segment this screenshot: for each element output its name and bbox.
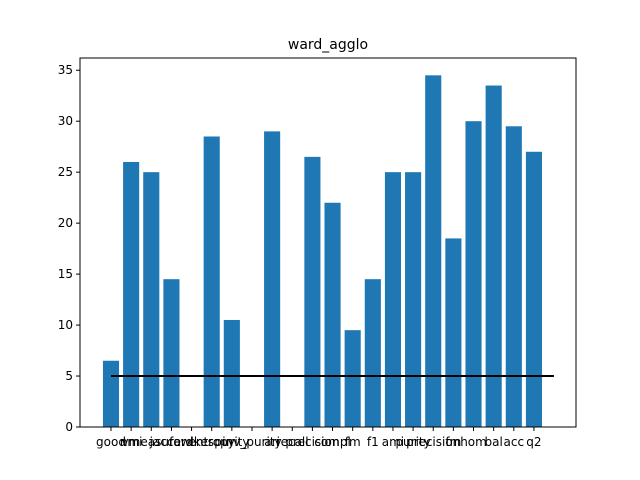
x-tick-label-17: fm — [445, 435, 461, 449]
x-tick-label-4: fowlkes — [169, 435, 214, 449]
y-tick-label-7: 35 — [58, 63, 73, 77]
bar-19 — [485, 85, 502, 428]
bar-14 — [384, 172, 402, 427]
x-tick-label-11: compl — [314, 435, 351, 449]
y-tick-label-5: 25 — [58, 165, 73, 179]
axes-group — [79, 57, 577, 428]
x-tick-label-16: precision — [406, 435, 460, 449]
x-tick-label-8: ari — [264, 435, 280, 449]
bar-3 — [163, 279, 180, 427]
x-tick-label-2: vmeasure — [122, 435, 181, 449]
x-tick-label-20: acc — [504, 435, 525, 449]
bar-15 — [405, 172, 422, 427]
bar-21 — [525, 151, 542, 428]
x-tick-label-18: hom — [460, 435, 487, 449]
bar-11 — [324, 202, 341, 427]
y-tick-label-1: 5 — [65, 369, 73, 383]
plot-frame — [79, 57, 577, 428]
x-tick-label-6: purity — [214, 435, 249, 449]
bar-20 — [505, 126, 522, 427]
x-tick-label-3: jaccard — [149, 435, 194, 449]
y-tick-label-3: 15 — [58, 267, 73, 281]
x-tick-label-13: f1 — [367, 435, 379, 449]
bar-16 — [425, 75, 442, 427]
x-tick-label-12: fm — [345, 435, 361, 449]
x-tick-label-5: entropy — [188, 435, 234, 449]
x-tick-label-15: purity — [395, 435, 430, 449]
x-tick-label-14: ami — [382, 435, 404, 449]
bar-13 — [364, 279, 381, 427]
x-tick-label-0: good — [96, 435, 126, 449]
y-tick-label-0: 0 — [65, 420, 73, 434]
y-axis-ticks: 0 5 10 15 20 25 30 35 — [58, 63, 80, 434]
bar-12 — [344, 330, 361, 427]
y-tick-label-2: 10 — [58, 318, 73, 332]
x-tick-label-1: nmi — [120, 435, 143, 449]
bar-10 — [304, 156, 321, 428]
bar-17 — [445, 238, 462, 427]
bar-5 — [203, 136, 220, 427]
x-tick-label-10: precision — [285, 435, 339, 449]
x-tick-label-9: recall — [276, 435, 309, 449]
x-tick-label-7: inv_purity — [222, 435, 281, 449]
x-tick-label-21: q2 — [526, 435, 541, 449]
x-tick-label-19: bal — [485, 435, 503, 449]
chart-title: ward_agglo — [288, 37, 368, 53]
bar-0 — [102, 360, 120, 427]
bar-1 — [123, 161, 140, 427]
bar-8 — [264, 131, 281, 427]
bars-group — [102, 75, 542, 428]
bar-2 — [143, 172, 160, 427]
y-tick-label-6: 30 — [58, 114, 73, 128]
bar-6 — [223, 319, 240, 427]
y-tick-label-4: 20 — [58, 216, 73, 230]
bar-18 — [465, 121, 482, 427]
x-axis-ticks: goodnmivmeasurejaccardfowlkesentropypuri… — [96, 427, 542, 449]
